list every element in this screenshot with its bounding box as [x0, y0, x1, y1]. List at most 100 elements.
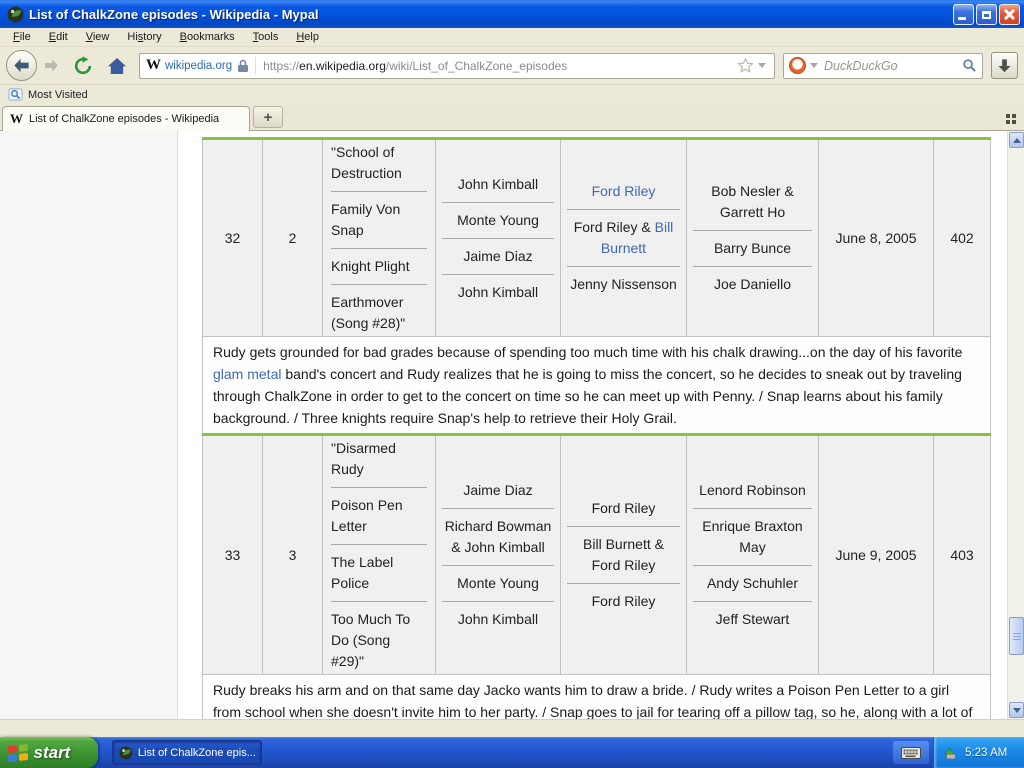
cell-line: Jaime Diaz [463, 247, 533, 264]
clock: 5:23 AM [965, 746, 1008, 759]
cell-line: Lenord Robinson [699, 482, 806, 498]
cell-separator [331, 248, 427, 249]
home-icon [108, 57, 126, 74]
downloads-button[interactable] [991, 52, 1018, 79]
wiki-link[interactable]: glam metal [213, 366, 282, 382]
scroll-up-button[interactable] [1009, 132, 1024, 148]
cell-line: Poison Pen Letter [331, 497, 403, 534]
cell-line: John Kimball [457, 175, 539, 192]
cell-line: Andy Schuhler [706, 575, 799, 591]
safely-remove-hardware-icon[interactable] [942, 745, 958, 761]
menu-bookmarks[interactable]: Bookmarks [179, 31, 235, 43]
minimize-icon [958, 16, 966, 20]
cell-separator [442, 201, 554, 203]
cell-line: The Label Police [331, 554, 394, 591]
taskbar-task-chalkzone[interactable]: List of ChalkZone epis... [112, 740, 262, 765]
menu-view[interactable]: View [85, 31, 110, 43]
site-identity-button[interactable]: W wikipedia.org [144, 57, 257, 74]
cell-line: Jaime Diaz [463, 482, 533, 498]
url-text: https://en.wikipedia.org/wiki/List_of_Ch… [263, 59, 737, 73]
episode-table: 32 2 "School of Destruction Family Von Snap… [202, 137, 991, 719]
forward-button[interactable] [39, 54, 63, 78]
cell-line: Jenny Nissenson [570, 276, 677, 292]
cell-line: Ford Riley & Bill Burnett [573, 219, 674, 256]
scroll-up-icon [1012, 137, 1021, 143]
site-identity-label: wikipedia.org [165, 59, 233, 72]
back-button[interactable] [6, 50, 37, 81]
cell-separator [442, 273, 554, 275]
search-input[interactable] [822, 57, 962, 74]
new-tab-button[interactable]: + [253, 106, 283, 128]
keyboard-icon [901, 746, 921, 759]
episode-summary: Rudy breaks his arm and on that same day… [202, 674, 991, 719]
url-domain: en.wikipedia.org [299, 58, 386, 73]
cell-line: Joe Daniello [713, 276, 792, 292]
urlbar-dropdown-icon[interactable] [758, 63, 766, 68]
all-tabs-icon[interactable] [1006, 114, 1016, 124]
scroll-down-button[interactable] [1009, 702, 1024, 718]
cell-line: John Kimball [457, 611, 539, 627]
menu-file[interactable]: File [13, 31, 31, 43]
system-tray: 5:23 AM [933, 737, 1024, 768]
cell-line: John Kimball [457, 283, 539, 300]
status-strip [0, 719, 1024, 737]
episode-row: 32 2 "School of Destruction Family Von Snap… [202, 137, 991, 337]
cell-line: Enrique Braxton May [702, 518, 803, 555]
cell-separator [693, 266, 812, 267]
task-label: List of ChalkZone epis... [137, 746, 255, 759]
star-icon [737, 57, 754, 73]
cell-line: "School of Destruction [331, 144, 402, 181]
cell-separator [331, 284, 427, 285]
close-button[interactable] [999, 3, 1020, 25]
cell-line: Jeff Stewart [715, 611, 790, 627]
url-bar[interactable]: W wikipedia.org https://en.wikipedia.org… [139, 52, 775, 79]
home-button[interactable] [103, 52, 131, 80]
mypal-icon [7, 6, 24, 22]
menu-help[interactable]: Help [296, 31, 319, 43]
cell-directors: Jaime Diaz Richard Bowman & John Kimball M… [435, 434, 561, 675]
cell-line: Monte Young [457, 211, 539, 228]
start-button[interactable]: start [0, 737, 98, 768]
duckduckgo-icon[interactable] [789, 57, 806, 74]
menu-history[interactable]: History [127, 31, 162, 43]
tab-favicon: W [10, 111, 23, 126]
bookmark-star-button[interactable] [737, 57, 754, 74]
cell-separator [567, 266, 680, 267]
menu-tools[interactable]: Tools [252, 31, 279, 43]
bookmarks-bar: Most Visited [0, 85, 1024, 104]
scrollbar-thumb[interactable] [1009, 617, 1024, 655]
cell-separator [442, 601, 554, 602]
search-icon[interactable] [962, 58, 977, 73]
keyboard-layout-button[interactable] [893, 741, 929, 764]
wiki-sidebar [0, 131, 178, 719]
menu-edit[interactable]: Edit [48, 31, 68, 43]
cell-prod-code: 402 [933, 137, 991, 337]
cell-line: Barry Bunce [713, 240, 792, 256]
cell-separator [693, 508, 812, 509]
minimize-button[interactable] [953, 3, 974, 25]
cell-line: Too Much To Do (Song #29)" [331, 611, 411, 669]
cell-line: Richard Bowman & John Kimball [444, 518, 552, 555]
cell-separator [567, 209, 680, 210]
vertical-scrollbar[interactable] [1007, 131, 1024, 719]
search-box[interactable] [783, 52, 983, 79]
wiki-link[interactable]: Ford Riley [591, 183, 656, 199]
wiki-link[interactable]: Bill Burnett [600, 219, 674, 256]
reload-icon [74, 55, 92, 74]
cell-number-overall: 32 [202, 137, 263, 337]
windows-flag-icon [8, 743, 28, 762]
cell-storyboards: Bob Nesler & Garrett Ho Barry Bunce Joe Da… [686, 137, 819, 337]
cell-separator [331, 544, 427, 545]
reload-button[interactable] [69, 52, 97, 80]
cell-writers: Ford Riley Ford Riley & Bill Burnett Jenny… [560, 137, 687, 337]
cell-separator [442, 508, 554, 509]
restore-button[interactable] [976, 3, 997, 25]
cell-separator [331, 487, 427, 488]
restore-icon [982, 10, 991, 19]
mypal-icon [119, 745, 133, 760]
bookmark-most-visited[interactable]: Most Visited [8, 87, 88, 102]
menu-bar: File Edit View History Bookmarks Tools Help [0, 28, 1024, 47]
search-engine-dropdown-icon[interactable] [810, 63, 818, 68]
tab-chalkzone-episodes[interactable]: W List of ChalkZone episodes - Wikipedia [2, 106, 250, 131]
cell-writers: Ford Riley Bill Burnett & Ford Riley Ford … [560, 434, 687, 675]
